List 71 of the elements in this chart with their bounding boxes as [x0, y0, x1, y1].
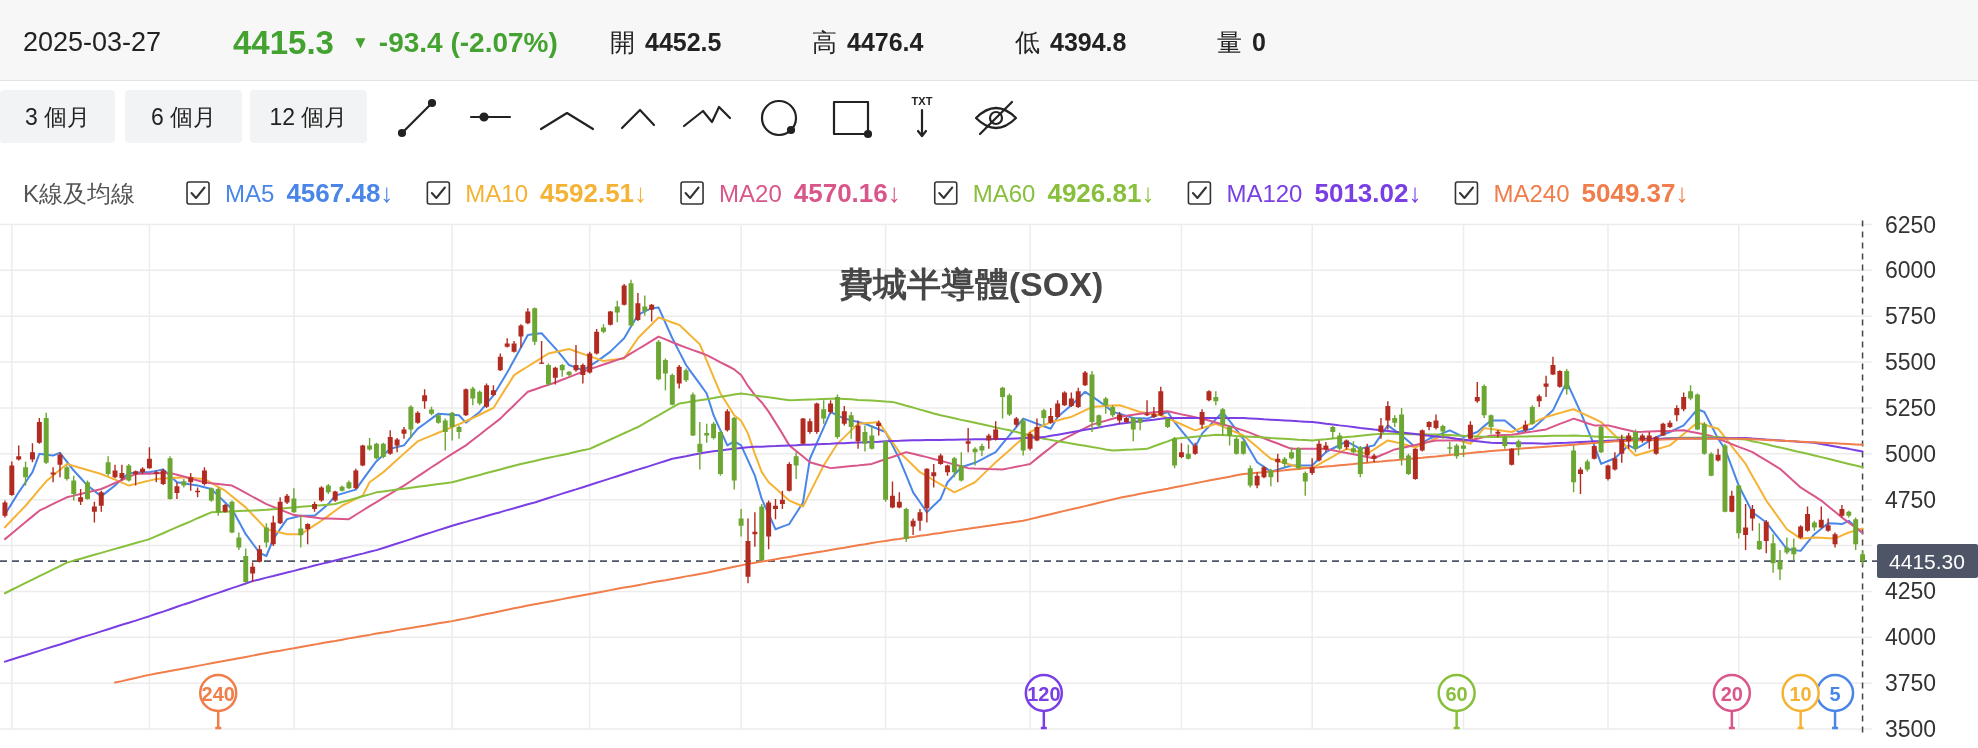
y-tick-label: 3750: [1885, 670, 1937, 697]
legend: K線及均線 MA5 4567.48↓ MA10 4592.51↓ MA20 4570.16↓ MA60 4926.81↓ MA120 5013.02↓ MA240 5049.37↓: [23, 178, 1689, 208]
candlestick: [119, 464, 125, 481]
y-tick-label: 4000: [1885, 624, 1937, 651]
candlestick: [1371, 453, 1377, 463]
candlestick: [965, 427, 971, 453]
text: 3 個月: [24, 104, 91, 130]
candlestick: [1543, 375, 1549, 397]
candlestick: [573, 345, 579, 372]
candlestick: [236, 532, 242, 550]
candlestick: [456, 425, 462, 439]
candlestick: [1268, 468, 1274, 487]
candlestick: [1041, 408, 1047, 425]
candlestick: [1784, 537, 1790, 555]
candlestick: [1825, 518, 1831, 532]
annotation: 120: [1027, 683, 1061, 705]
candlestick: [1440, 424, 1446, 439]
text: 4415.3: [233, 23, 334, 61]
y-tick-label: 5250: [1885, 394, 1937, 421]
annotation: 5: [1829, 683, 1841, 705]
candlestick: [1495, 429, 1501, 438]
candlestick: [1213, 391, 1219, 406]
text: 6 個月: [150, 104, 217, 130]
text: TXT: [911, 95, 933, 107]
candlestick: [1770, 534, 1776, 573]
candlestick: [1777, 549, 1783, 581]
candlestick: [697, 422, 703, 470]
text: ▼ -93.4 (-2.07%): [352, 26, 558, 58]
text: 2025-03-27: [23, 27, 162, 57]
annotation: 60: [1445, 683, 1468, 705]
candlestick: [1309, 458, 1315, 475]
y-tick-label: 5750: [1885, 303, 1937, 330]
candlestick: [181, 478, 187, 488]
candlestick: [580, 363, 586, 384]
ref-line-label: 4415.30: [1889, 549, 1965, 573]
annotation: 10: [1789, 683, 1812, 705]
candlestick: [793, 452, 799, 479]
text: 12 個月: [269, 104, 348, 130]
candlestick: [504, 338, 510, 348]
annotation: 240: [201, 683, 235, 705]
candlestick: [752, 512, 758, 547]
y-tick-label: 4250: [1885, 578, 1937, 605]
candlestick: [1536, 394, 1542, 408]
y-tick-label: 5000: [1885, 440, 1937, 467]
candlestick: [1364, 443, 1370, 463]
candlestick: [518, 324, 524, 348]
text: 費城半導體(SOX): [837, 265, 1104, 303]
candlestick: [862, 425, 868, 452]
candlestick: [1612, 452, 1618, 471]
candlestick: [1137, 418, 1143, 431]
text: 低 4394.8: [1015, 28, 1127, 56]
y-tick-label: 5500: [1885, 349, 1937, 376]
candlestick: [174, 482, 180, 499]
candlestick: [869, 425, 875, 450]
text: 開 4452.5: [610, 28, 722, 56]
text: 量 0: [1217, 28, 1266, 56]
candlestick: [1378, 418, 1384, 439]
line-series: [3, 417, 1864, 663]
candlestick: [910, 518, 916, 536]
text: 高 4476.4: [812, 28, 924, 56]
y-tick-label: 4750: [1885, 486, 1937, 513]
candlestick: [401, 427, 407, 439]
line-series: [114, 437, 1864, 684]
candlestick: [848, 411, 854, 439]
legend-title: K線及均線: [23, 179, 136, 207]
candlestick: [50, 467, 56, 483]
y-tick-label: 3500: [1885, 716, 1937, 742]
annotation: 20: [1720, 683, 1743, 705]
candlestick: [738, 509, 744, 537]
y-tick-label: 6250: [1885, 211, 1937, 238]
y-tick-label: 6000: [1885, 257, 1937, 284]
